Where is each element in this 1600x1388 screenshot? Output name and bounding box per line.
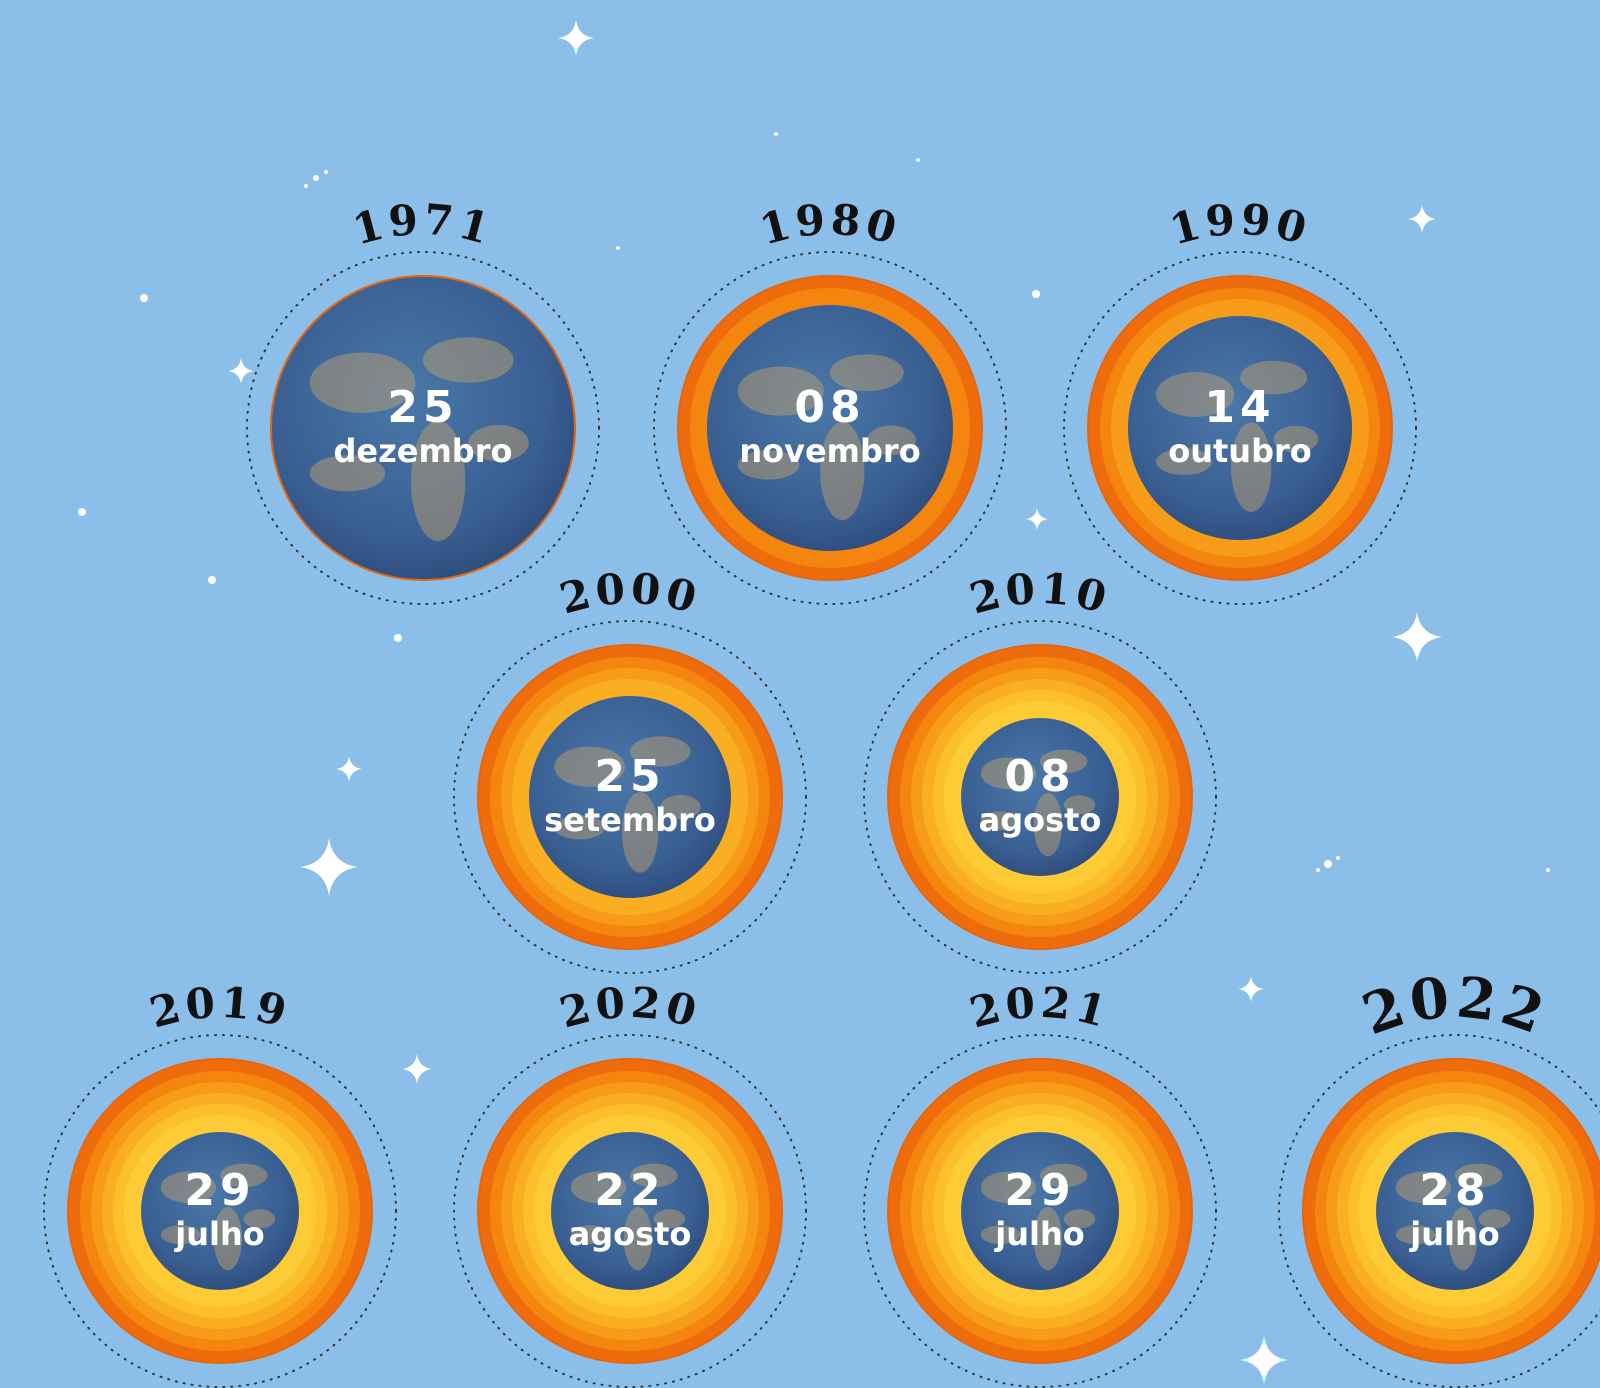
year: 2020 xyxy=(555,978,706,1038)
month: agosto xyxy=(569,1215,692,1253)
day: 22 xyxy=(594,1165,665,1216)
year: 2022 xyxy=(1354,964,1555,1048)
year-text: 1990 xyxy=(1165,195,1316,255)
items: 197125dezembro198008novembro199014outubr… xyxy=(44,195,1600,1387)
year: 2019 xyxy=(145,978,296,1038)
year-text: 2022 xyxy=(1354,964,1555,1048)
month: outubro xyxy=(1168,432,1312,470)
month: setembro xyxy=(544,801,716,839)
day: 08 xyxy=(794,382,865,433)
month: dezembro xyxy=(334,432,513,470)
day: 25 xyxy=(594,751,665,802)
year: 2000 xyxy=(555,564,706,624)
day: 29 xyxy=(184,1165,255,1216)
day: 14 xyxy=(1204,382,1275,433)
year: 2010 xyxy=(965,564,1116,624)
day: 08 xyxy=(1004,751,1075,802)
year-text: 2021 xyxy=(965,978,1116,1038)
day: 25 xyxy=(387,382,458,433)
month: julho xyxy=(173,1215,264,1253)
day: 28 xyxy=(1419,1165,1490,1216)
year-text: 2020 xyxy=(555,978,706,1038)
month: agosto xyxy=(979,801,1102,839)
year: 2021 xyxy=(965,978,1116,1038)
month: julho xyxy=(993,1215,1084,1253)
year-text: 1971 xyxy=(348,195,499,255)
year-text: 2019 xyxy=(145,978,296,1038)
infographic: 197125dezembro198008novembro199014outubr… xyxy=(0,0,1600,1388)
month: novembro xyxy=(739,432,920,470)
year-text: 2000 xyxy=(555,564,706,624)
month: julho xyxy=(1408,1215,1499,1253)
year-text: 1980 xyxy=(755,195,906,255)
year: 1980 xyxy=(755,195,906,255)
day: 29 xyxy=(1004,1165,1075,1216)
year-text: 2010 xyxy=(965,564,1116,624)
cloud xyxy=(423,337,514,382)
year: 1971 xyxy=(348,195,499,255)
year: 1990 xyxy=(1165,195,1316,255)
